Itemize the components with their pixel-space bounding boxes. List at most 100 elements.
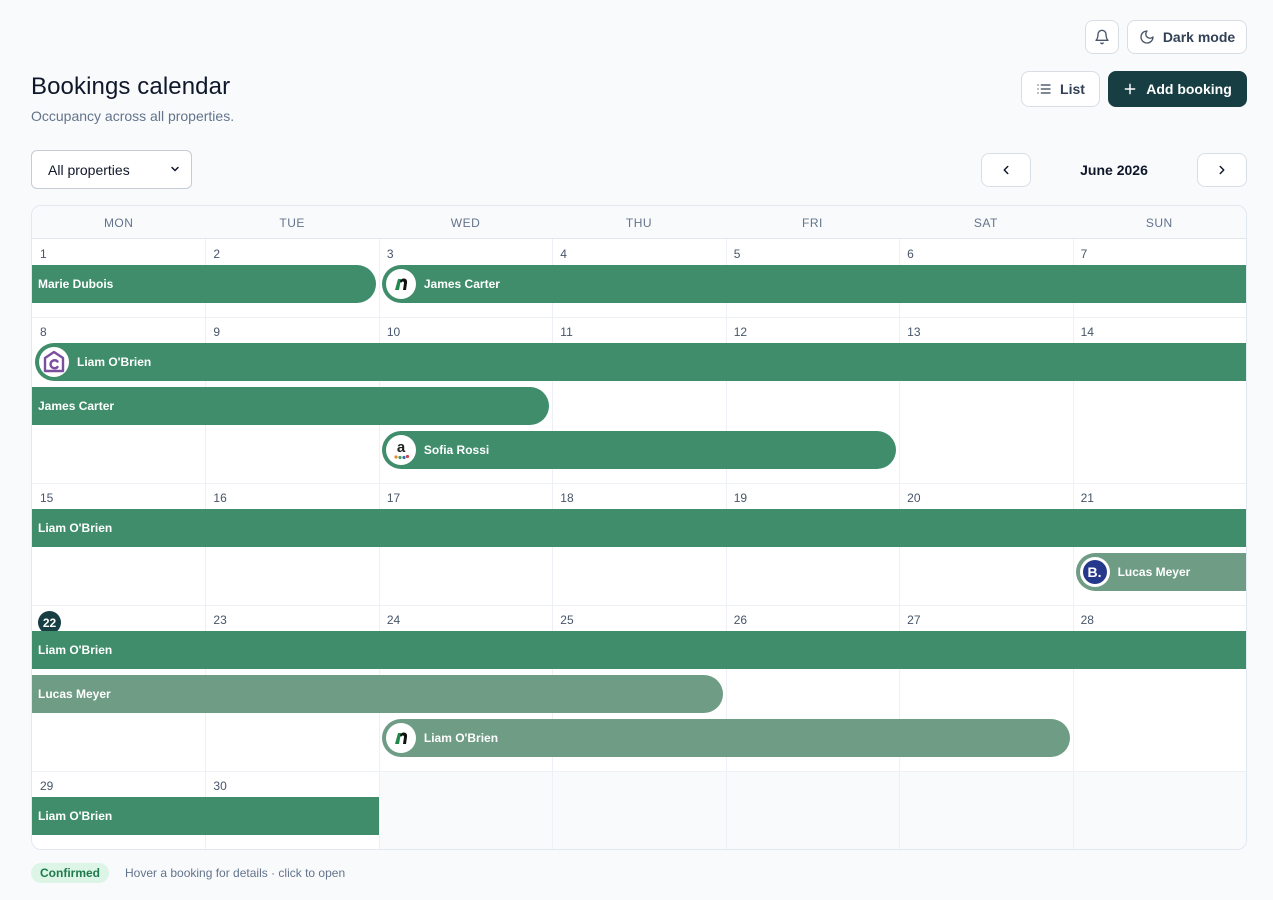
empty-day-cell bbox=[899, 771, 1073, 849]
weekday-label: TUE bbox=[279, 215, 305, 230]
day-number: 20 bbox=[907, 491, 921, 505]
day-number: 17 bbox=[386, 491, 401, 505]
day-number: 7 bbox=[1080, 247, 1088, 261]
weekday-label: SAT bbox=[973, 215, 998, 230]
weekday-header: MON TUE WED THU FRI SAT SUN bbox=[32, 206, 1246, 239]
booking-guest-name: Liam O'Brien bbox=[38, 521, 113, 535]
chevron-down-icon bbox=[169, 162, 181, 178]
weekday-label: WED bbox=[450, 215, 481, 230]
weekday-label: MON bbox=[103, 215, 134, 230]
day-number: 8 bbox=[40, 325, 47, 339]
calendar-grid: MON TUE WED THU FRI SAT SUN 1 2 3 4 5 6 7 8 9 10 11 12 13 1… bbox=[31, 205, 1247, 850]
booking-guest-name: Lucas Meyer bbox=[38, 687, 111, 701]
day-number: 15 bbox=[40, 491, 54, 505]
property-filter-value: All properties bbox=[48, 161, 130, 178]
bell-icon bbox=[1094, 29, 1110, 45]
day-number: 27 bbox=[907, 613, 921, 627]
booking-bar[interactable]: Marie Dubois bbox=[32, 265, 376, 303]
airbnb-style-icon bbox=[385, 269, 416, 299]
day-number: 6 bbox=[907, 247, 914, 261]
weekday-label: THU bbox=[625, 215, 653, 230]
week-divider bbox=[32, 771, 1246, 772]
house-c-icon bbox=[39, 347, 69, 377]
day-number: 1 bbox=[40, 247, 47, 261]
booking-bar[interactable]: a Sofia Rossi bbox=[381, 431, 897, 469]
today-day-number: 22 bbox=[38, 611, 61, 634]
booking-guest-name: Marie Dubois bbox=[38, 277, 114, 291]
svg-text:B.: B. bbox=[1087, 564, 1101, 580]
day-number: 12 bbox=[733, 325, 748, 339]
day-number: 28 bbox=[1080, 613, 1094, 627]
legend-hint: Hover a booking for details · click to o… bbox=[125, 866, 346, 880]
airbnb-style-icon bbox=[385, 723, 416, 753]
chevron-right-icon bbox=[1215, 163, 1229, 177]
day-number: 30 bbox=[213, 779, 227, 793]
add-booking-button[interactable]: Add booking bbox=[1108, 71, 1247, 107]
booking-bar[interactable]: James Carter bbox=[381, 265, 1246, 303]
booking-bar[interactable]: Liam O'Brien bbox=[32, 509, 1246, 547]
day-number: 3 bbox=[386, 247, 394, 261]
week-divider bbox=[32, 605, 1246, 606]
chevron-left-icon bbox=[999, 163, 1013, 177]
list-icon bbox=[1036, 81, 1052, 97]
day-number: 29 bbox=[40, 779, 54, 793]
day-number: 2 bbox=[213, 247, 221, 261]
booking-guest-name: James Carter bbox=[423, 277, 500, 291]
month-label: June 2026 bbox=[1080, 162, 1148, 178]
page-title: Bookings calendar bbox=[31, 73, 231, 100]
list-view-button[interactable]: List bbox=[1021, 71, 1100, 107]
day-number: 16 bbox=[213, 491, 227, 505]
day-number: 10 bbox=[386, 325, 401, 339]
day-number: 5 bbox=[733, 247, 741, 261]
empty-day-cell bbox=[378, 771, 553, 849]
booking-bar[interactable]: Liam O'Brien bbox=[32, 631, 1246, 669]
booking-guest-name: Liam O'Brien bbox=[77, 355, 152, 369]
empty-day-cell bbox=[1072, 771, 1246, 849]
empty-day-cell bbox=[725, 771, 900, 849]
booking-bar[interactable]: James Carter bbox=[32, 387, 550, 425]
previous-month-button[interactable] bbox=[981, 153, 1031, 187]
day-number: 14 bbox=[1080, 325, 1094, 339]
week-divider bbox=[32, 317, 1246, 318]
week-divider bbox=[32, 483, 1246, 484]
day-number: 23 bbox=[213, 613, 227, 627]
empty-day-cell bbox=[552, 771, 726, 849]
booking-bar[interactable]: Liam O'Brien bbox=[32, 797, 379, 835]
day-number: 11 bbox=[560, 325, 573, 339]
day-number: 25 bbox=[560, 613, 574, 627]
list-label: List bbox=[1060, 81, 1085, 97]
weekday-label: FRI bbox=[801, 215, 823, 230]
next-month-button[interactable] bbox=[1197, 153, 1247, 187]
day-number: 13 bbox=[907, 325, 921, 339]
day-number: 4 bbox=[560, 247, 567, 261]
day-number: 26 bbox=[733, 613, 748, 627]
booking-guest-name: Sofia Rossi bbox=[423, 443, 490, 457]
booking-b-icon: B. bbox=[1079, 557, 1110, 587]
amazon-a-icon: a bbox=[385, 435, 416, 465]
property-filter-select[interactable]: All properties bbox=[31, 150, 192, 189]
dark-mode-label: Dark mode bbox=[1162, 29, 1236, 45]
dark-mode-button[interactable]: Dark mode bbox=[1127, 20, 1247, 54]
notifications-button[interactable] bbox=[1085, 20, 1119, 54]
day-number: 9 bbox=[213, 325, 221, 339]
day-number: 21 bbox=[1080, 491, 1094, 505]
page-subtitle: Occupancy across all properties. bbox=[31, 108, 235, 124]
day-number: 24 bbox=[386, 613, 401, 627]
day-number: 19 bbox=[733, 491, 748, 505]
status-badge: Confirmed bbox=[31, 863, 109, 883]
booking-guest-name: Liam O'Brien bbox=[38, 643, 113, 657]
booking-bar[interactable]: Lucas Meyer bbox=[32, 675, 723, 713]
day-number: 18 bbox=[560, 491, 574, 505]
svg-text:a: a bbox=[397, 439, 406, 456]
booking-bar[interactable]: B. Lucas Meyer bbox=[1075, 553, 1246, 591]
booking-bar[interactable]: Liam O'Brien bbox=[35, 343, 1246, 381]
add-booking-label: Add booking bbox=[1146, 81, 1232, 97]
plus-icon bbox=[1123, 82, 1137, 96]
booking-guest-name: James Carter bbox=[38, 399, 115, 413]
booking-bar[interactable]: Liam O'Brien bbox=[381, 719, 1070, 757]
booking-guest-name: Liam O'Brien bbox=[423, 731, 499, 745]
weekday-label: SUN bbox=[1145, 215, 1173, 230]
booking-guest-name: Lucas Meyer bbox=[1117, 565, 1191, 579]
booking-guest-name: Liam O'Brien bbox=[38, 809, 113, 823]
week-divider bbox=[32, 849, 379, 850]
